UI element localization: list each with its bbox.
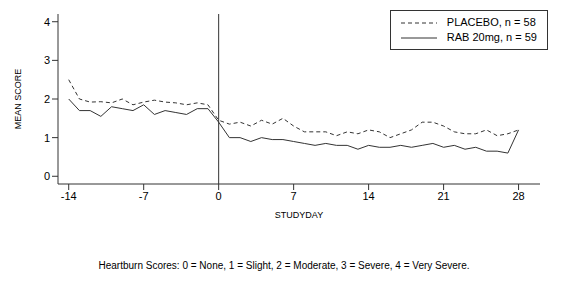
svg-text:0: 0: [44, 170, 50, 182]
svg-text:STUDYDAY: STUDYDAY: [275, 210, 323, 220]
svg-text:-7: -7: [139, 190, 149, 202]
svg-text:28: 28: [512, 190, 524, 202]
svg-text:3: 3: [44, 54, 50, 66]
html-text:PLACEBO, n = 58: PLACEBO, n = 58: [446, 16, 536, 28]
svg-text:0: 0: [216, 190, 222, 202]
html-text:RAB 20mg, n = 59: RAB 20mg, n = 59: [446, 31, 537, 43]
svg-text:2: 2: [44, 93, 50, 105]
svg-text:21: 21: [437, 190, 449, 202]
svg-text:-14: -14: [61, 190, 77, 202]
html-text:Heartburn Scores: 0 = None, 1: Heartburn Scores: 0 = None, 1 = Slight, …: [98, 260, 470, 271]
svg-text:1: 1: [44, 132, 50, 144]
svg-text:4: 4: [44, 16, 50, 28]
svg-text:7: 7: [291, 190, 297, 202]
svg-text:14: 14: [362, 190, 374, 202]
svg-text:MEAN SCORE: MEAN SCORE: [13, 69, 23, 130]
